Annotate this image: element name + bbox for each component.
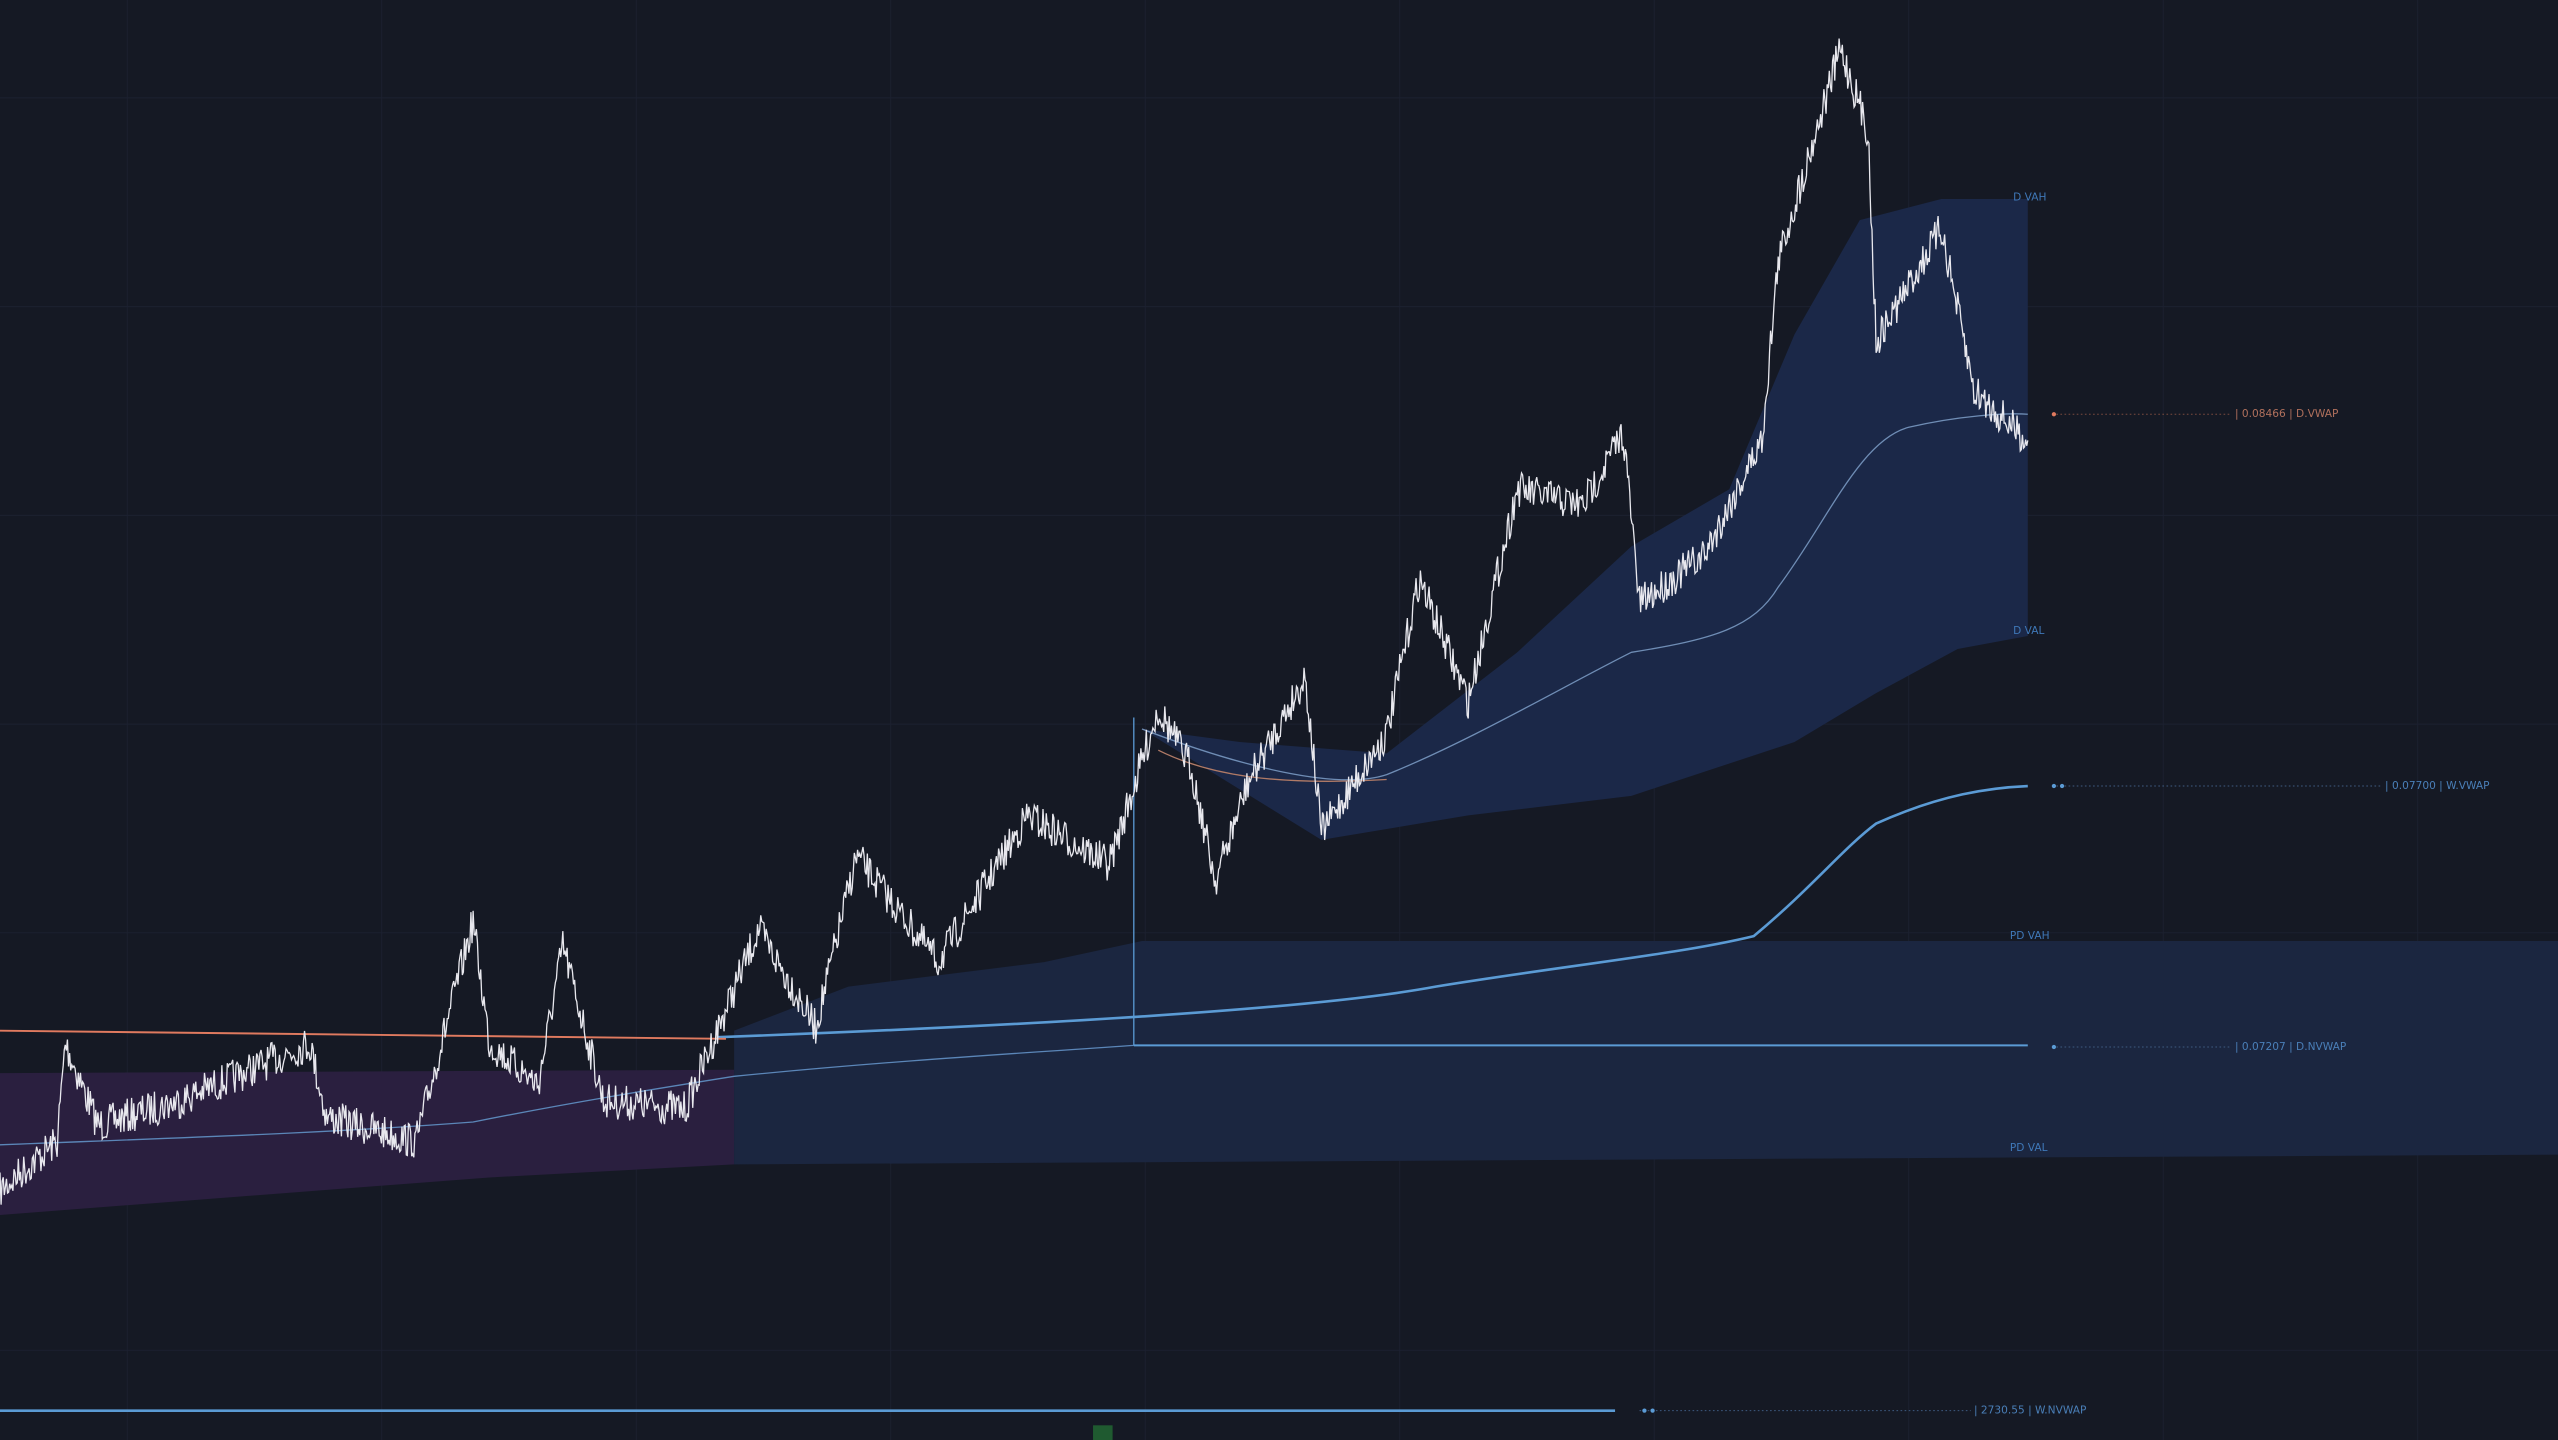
level-label: D VAL	[2013, 625, 2044, 637]
level-label: PD VAH	[2010, 930, 2050, 942]
level-dot	[2051, 783, 2057, 789]
prev-value-area	[734, 940, 2558, 1165]
level-label: | 2730.55 | W.NVWAP	[1974, 1405, 2087, 1417]
status-marker	[1093, 1425, 1113, 1440]
level-label: | 0.07207 | D.NVWAP	[2235, 1041, 2347, 1053]
d-vwap-start	[1157, 749, 1387, 782]
prev-vwap-line	[0, 1029, 726, 1040]
level-label: | 0.07700 | W.VWAP	[2385, 780, 2490, 792]
w-vwap-line	[717, 784, 2028, 1039]
level-dot	[2059, 783, 2065, 789]
level-dot	[2051, 1044, 2057, 1050]
level-dot	[2051, 412, 2057, 417]
level-label: | 0.08466 | D.VWAP	[2235, 408, 2339, 420]
price-line	[0, 38, 2029, 1205]
day-value-area	[1141, 198, 2028, 840]
level-label: D VAH	[2013, 191, 2046, 203]
level-label: PD VAL	[2010, 1142, 2048, 1154]
level-dot	[1642, 1408, 1647, 1413]
level-dot	[1650, 1408, 1655, 1413]
d-vwap-line	[1141, 413, 2028, 781]
